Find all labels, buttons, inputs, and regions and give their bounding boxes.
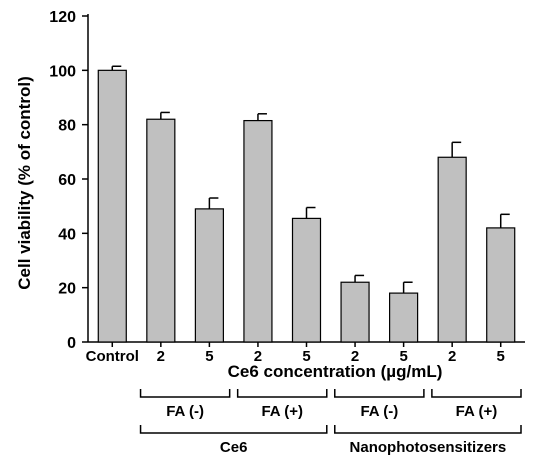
y-axis-title: Cell viability (% of control): [15, 76, 34, 289]
bar: [146, 118, 176, 343]
x-tick-label: 5: [497, 348, 505, 365]
x-tick-label: 5: [302, 348, 310, 365]
supergroup-bracket: [334, 425, 522, 434]
bar: [437, 156, 467, 343]
group-bracket: [334, 389, 425, 398]
bar: [486, 227, 516, 343]
x-axis-title: Ce6 concentration (µg/mL): [228, 362, 443, 381]
plot-area: 0 20 40 60 80 100 120 Control 2 5 2 5 2 5 2 5 FA (-) FA (…: [49, 9, 525, 456]
x-tick-label: 2: [157, 348, 165, 365]
x-tick-label: Control: [86, 348, 139, 365]
group-label: FA (+): [261, 403, 303, 420]
supergroup-bracket: [139, 425, 328, 434]
y-tick-label: 60: [58, 172, 76, 189]
group-bracket: [431, 389, 522, 398]
y-tick-label: 0: [67, 335, 76, 352]
supergroup-label: Ce6: [220, 439, 248, 456]
supergroup-label: Nanophotosensitizers: [350, 439, 507, 456]
y-tick-label: 20: [58, 281, 76, 298]
group-label: FA (-): [166, 403, 204, 420]
group-label: FA (-): [360, 403, 398, 420]
y-tick-label: 100: [49, 63, 76, 80]
bar: [291, 217, 322, 343]
x-tick-label: 5: [205, 348, 213, 365]
y-tick-label: 40: [58, 226, 76, 243]
group-label: FA (+): [456, 403, 498, 420]
bar: [97, 69, 127, 343]
x-tick-label: 2: [254, 348, 262, 365]
bar: [243, 119, 273, 343]
bar: [389, 292, 419, 343]
bar: [340, 281, 370, 343]
x-tick-label: 2: [448, 348, 456, 365]
bar: [194, 208, 224, 343]
y-tick-label: 80: [58, 118, 76, 135]
x-tick-label: 2: [351, 348, 359, 365]
x-tick-label: 5: [399, 348, 407, 365]
y-tick-label: 120: [49, 9, 76, 26]
group-bracket: [236, 389, 328, 398]
group-bracket: [139, 389, 231, 398]
